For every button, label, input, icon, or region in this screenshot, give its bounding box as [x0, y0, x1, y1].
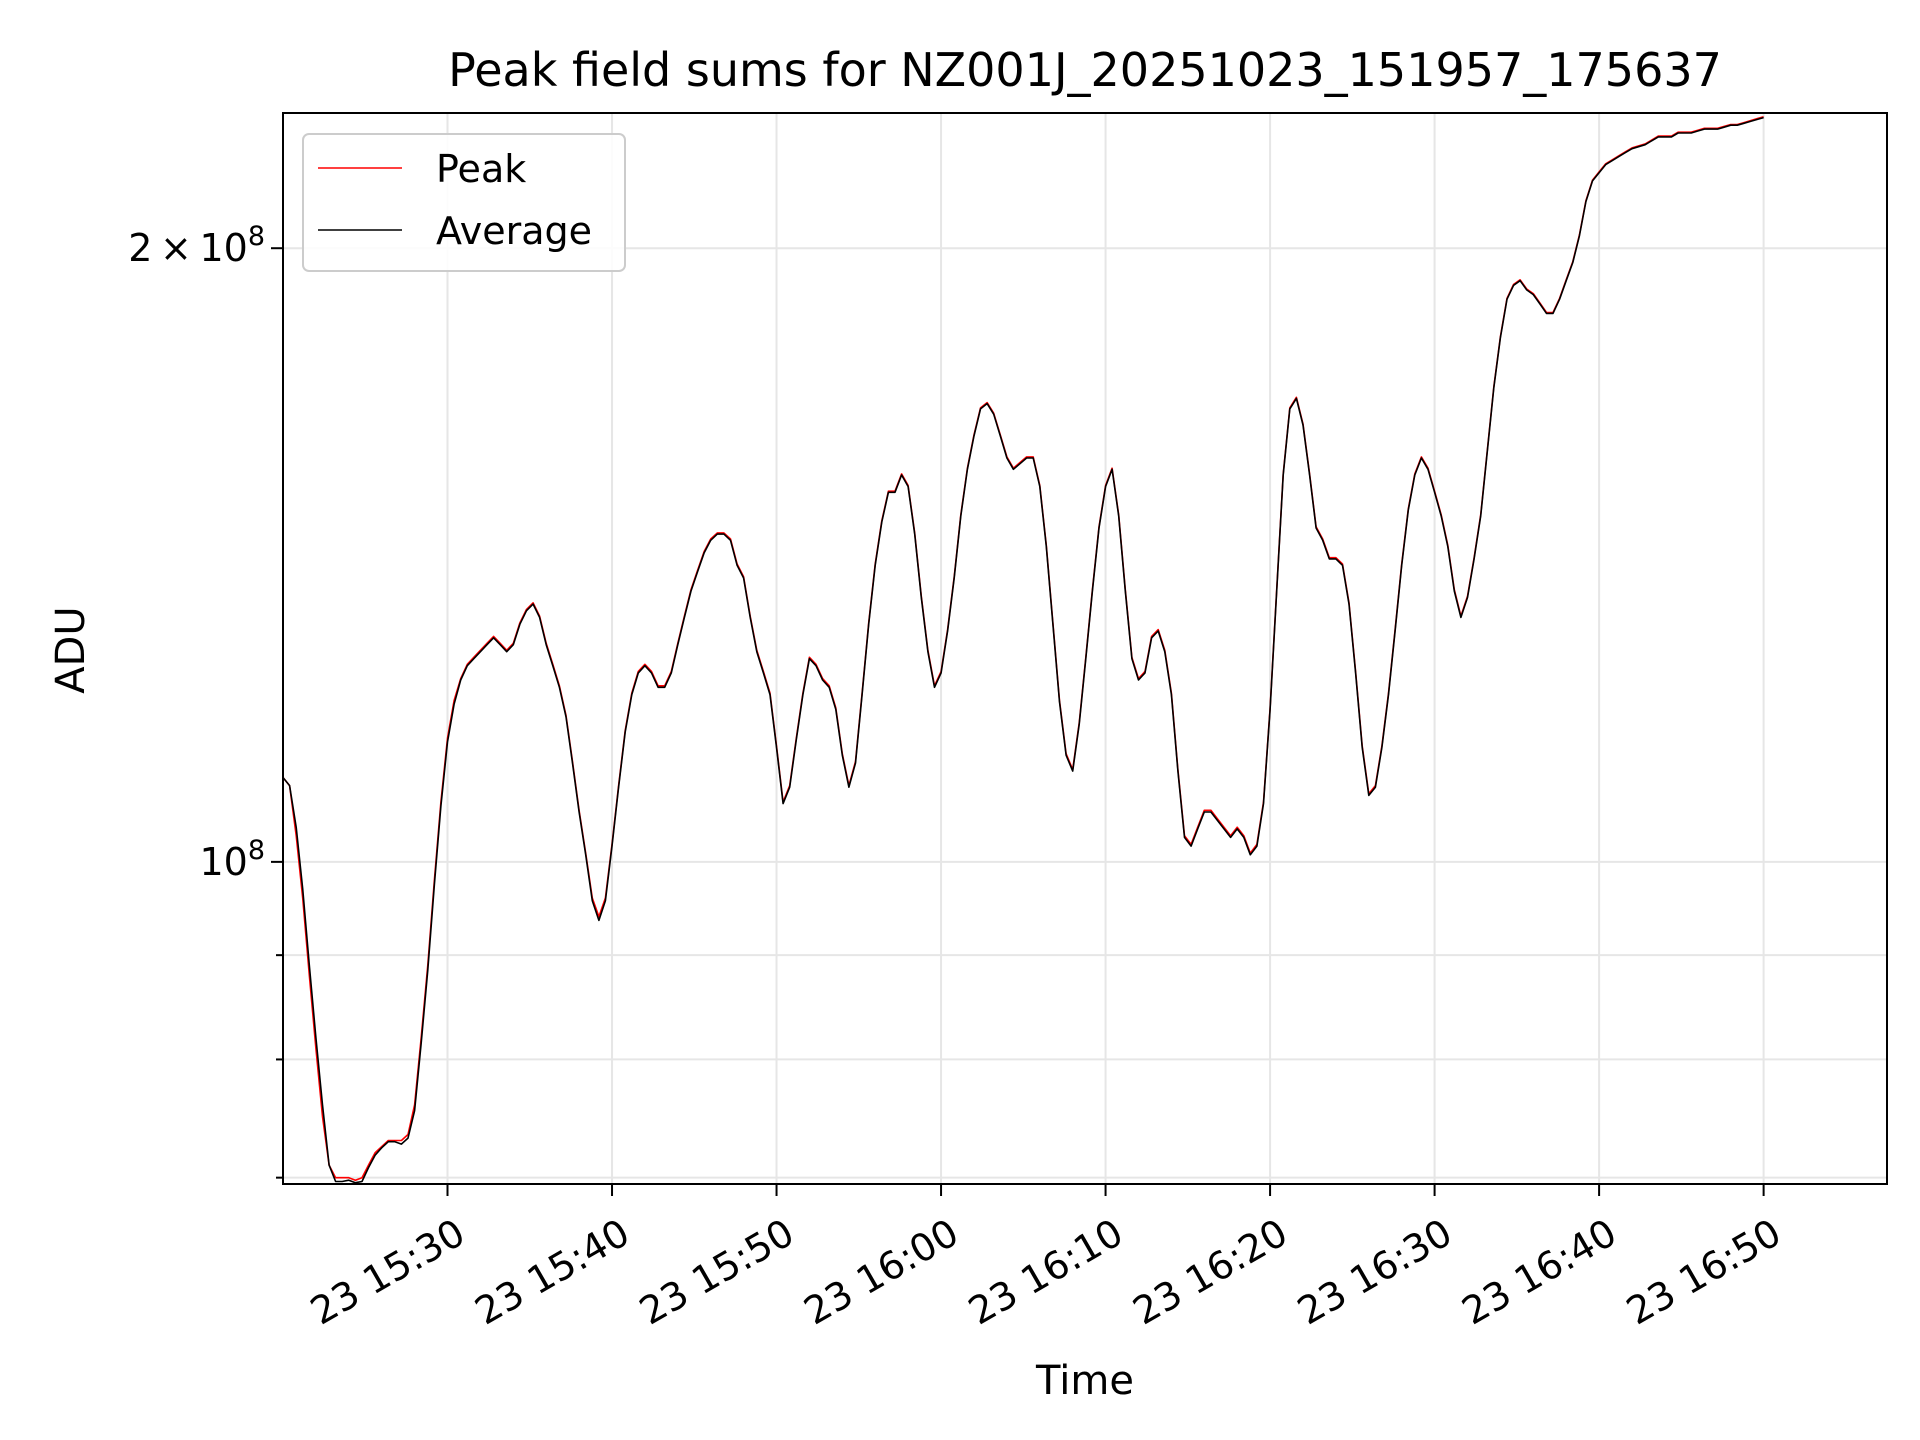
y-axis-label: ADU [48, 606, 94, 693]
grid [283, 113, 1887, 1184]
series-line-average [282, 116, 1764, 1184]
legend-label-peak: Peak [436, 147, 526, 191]
legend: Peak Average [302, 133, 626, 272]
x-axis-label: Time [1035, 1358, 1134, 1404]
plot-frame [282, 112, 1888, 1185]
legend-label-average: Average [436, 209, 592, 253]
series-lines [282, 116, 1764, 1184]
y-tick-label: 108 [199, 835, 265, 884]
y-tick-label: 2 × 108 [128, 221, 265, 270]
chart-title: Peak field sums for NZ001J_20251023_1519… [448, 43, 1722, 97]
